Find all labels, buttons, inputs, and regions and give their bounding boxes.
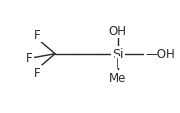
Text: Me: Me — [109, 71, 127, 84]
Text: F: F — [26, 52, 33, 65]
Text: Si: Si — [112, 48, 124, 61]
Text: OH: OH — [109, 25, 127, 38]
Text: F: F — [34, 67, 41, 79]
Text: F: F — [34, 29, 41, 42]
Text: —OH: —OH — [145, 48, 175, 61]
Text: |: | — [116, 57, 120, 68]
